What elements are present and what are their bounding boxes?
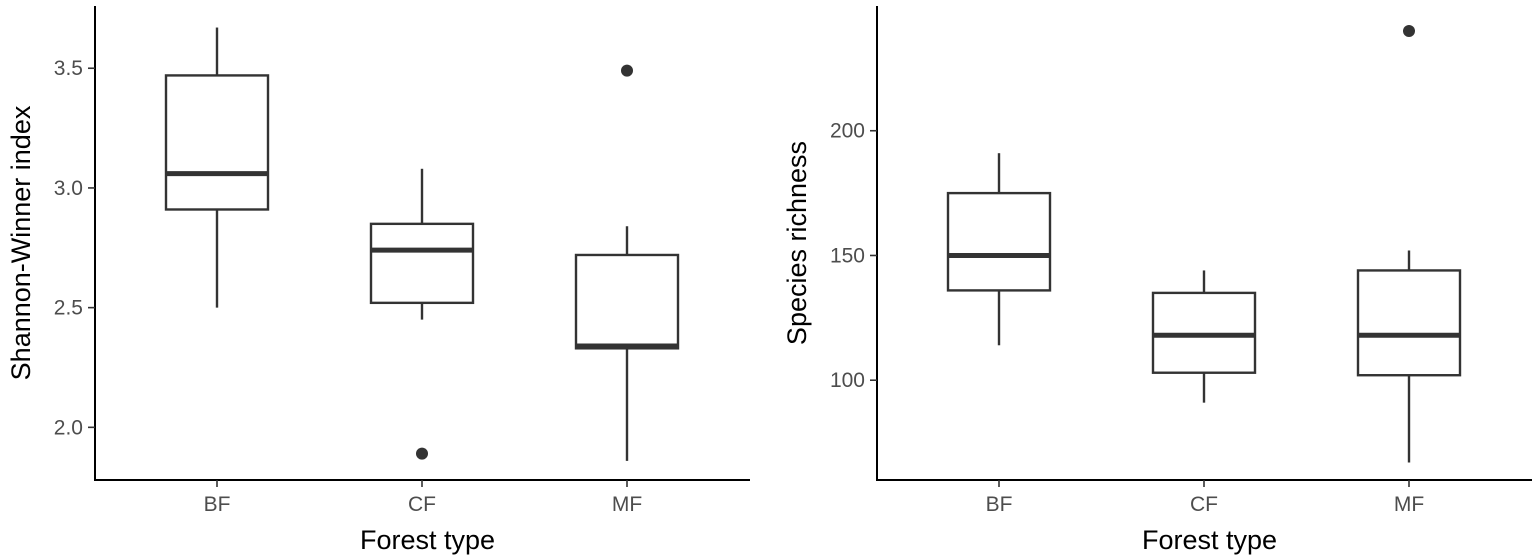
- box-mf: [574, 64, 680, 461]
- x-tick-label: CF: [1190, 493, 1218, 516]
- y-tick-label: 2.5: [54, 297, 83, 320]
- richness-panel: 100 150 200 BF CF MF Forest type Species richne…: [782, 6, 1532, 555]
- box-iqr: [369, 222, 475, 305]
- box-cf: [369, 168, 475, 460]
- outlier-point: [1403, 24, 1415, 37]
- x-tick-label: CF: [408, 493, 436, 516]
- y-axis-title: Shannon-Winner index: [6, 105, 36, 380]
- x-tick-label: MF: [612, 493, 642, 516]
- x-tick-label: BF: [204, 493, 231, 516]
- box-bf: [164, 27, 270, 308]
- outlier-point: [621, 64, 633, 77]
- x-tick-label: MF: [1394, 493, 1424, 516]
- box-bf: [946, 153, 1052, 346]
- outlier-point: [416, 447, 428, 460]
- box-cf: [1151, 270, 1257, 403]
- y-tick-label: 3.5: [54, 57, 83, 80]
- y-tick-label: 150: [830, 244, 865, 267]
- x-axis-title: Forest type: [1142, 525, 1277, 555]
- y-tick-label: 2.0: [54, 416, 83, 439]
- box-iqr: [164, 74, 270, 211]
- shannon-panel: 2.0 2.5 3.0 3.5 BF CF MF Forest type Shannon-Win…: [6, 6, 750, 555]
- y-tick-label: 200: [830, 120, 865, 143]
- box-iqr: [574, 253, 680, 350]
- box-iqr: [1356, 269, 1462, 377]
- y-tick-label: 100: [830, 369, 865, 392]
- box-mf: [1356, 24, 1462, 463]
- y-tick-label: 3.0: [54, 177, 83, 200]
- x-tick-label: BF: [986, 493, 1013, 516]
- box-iqr: [946, 191, 1052, 292]
- x-axis-title: Forest type: [360, 525, 495, 555]
- y-axis-title: Species richness: [782, 141, 812, 345]
